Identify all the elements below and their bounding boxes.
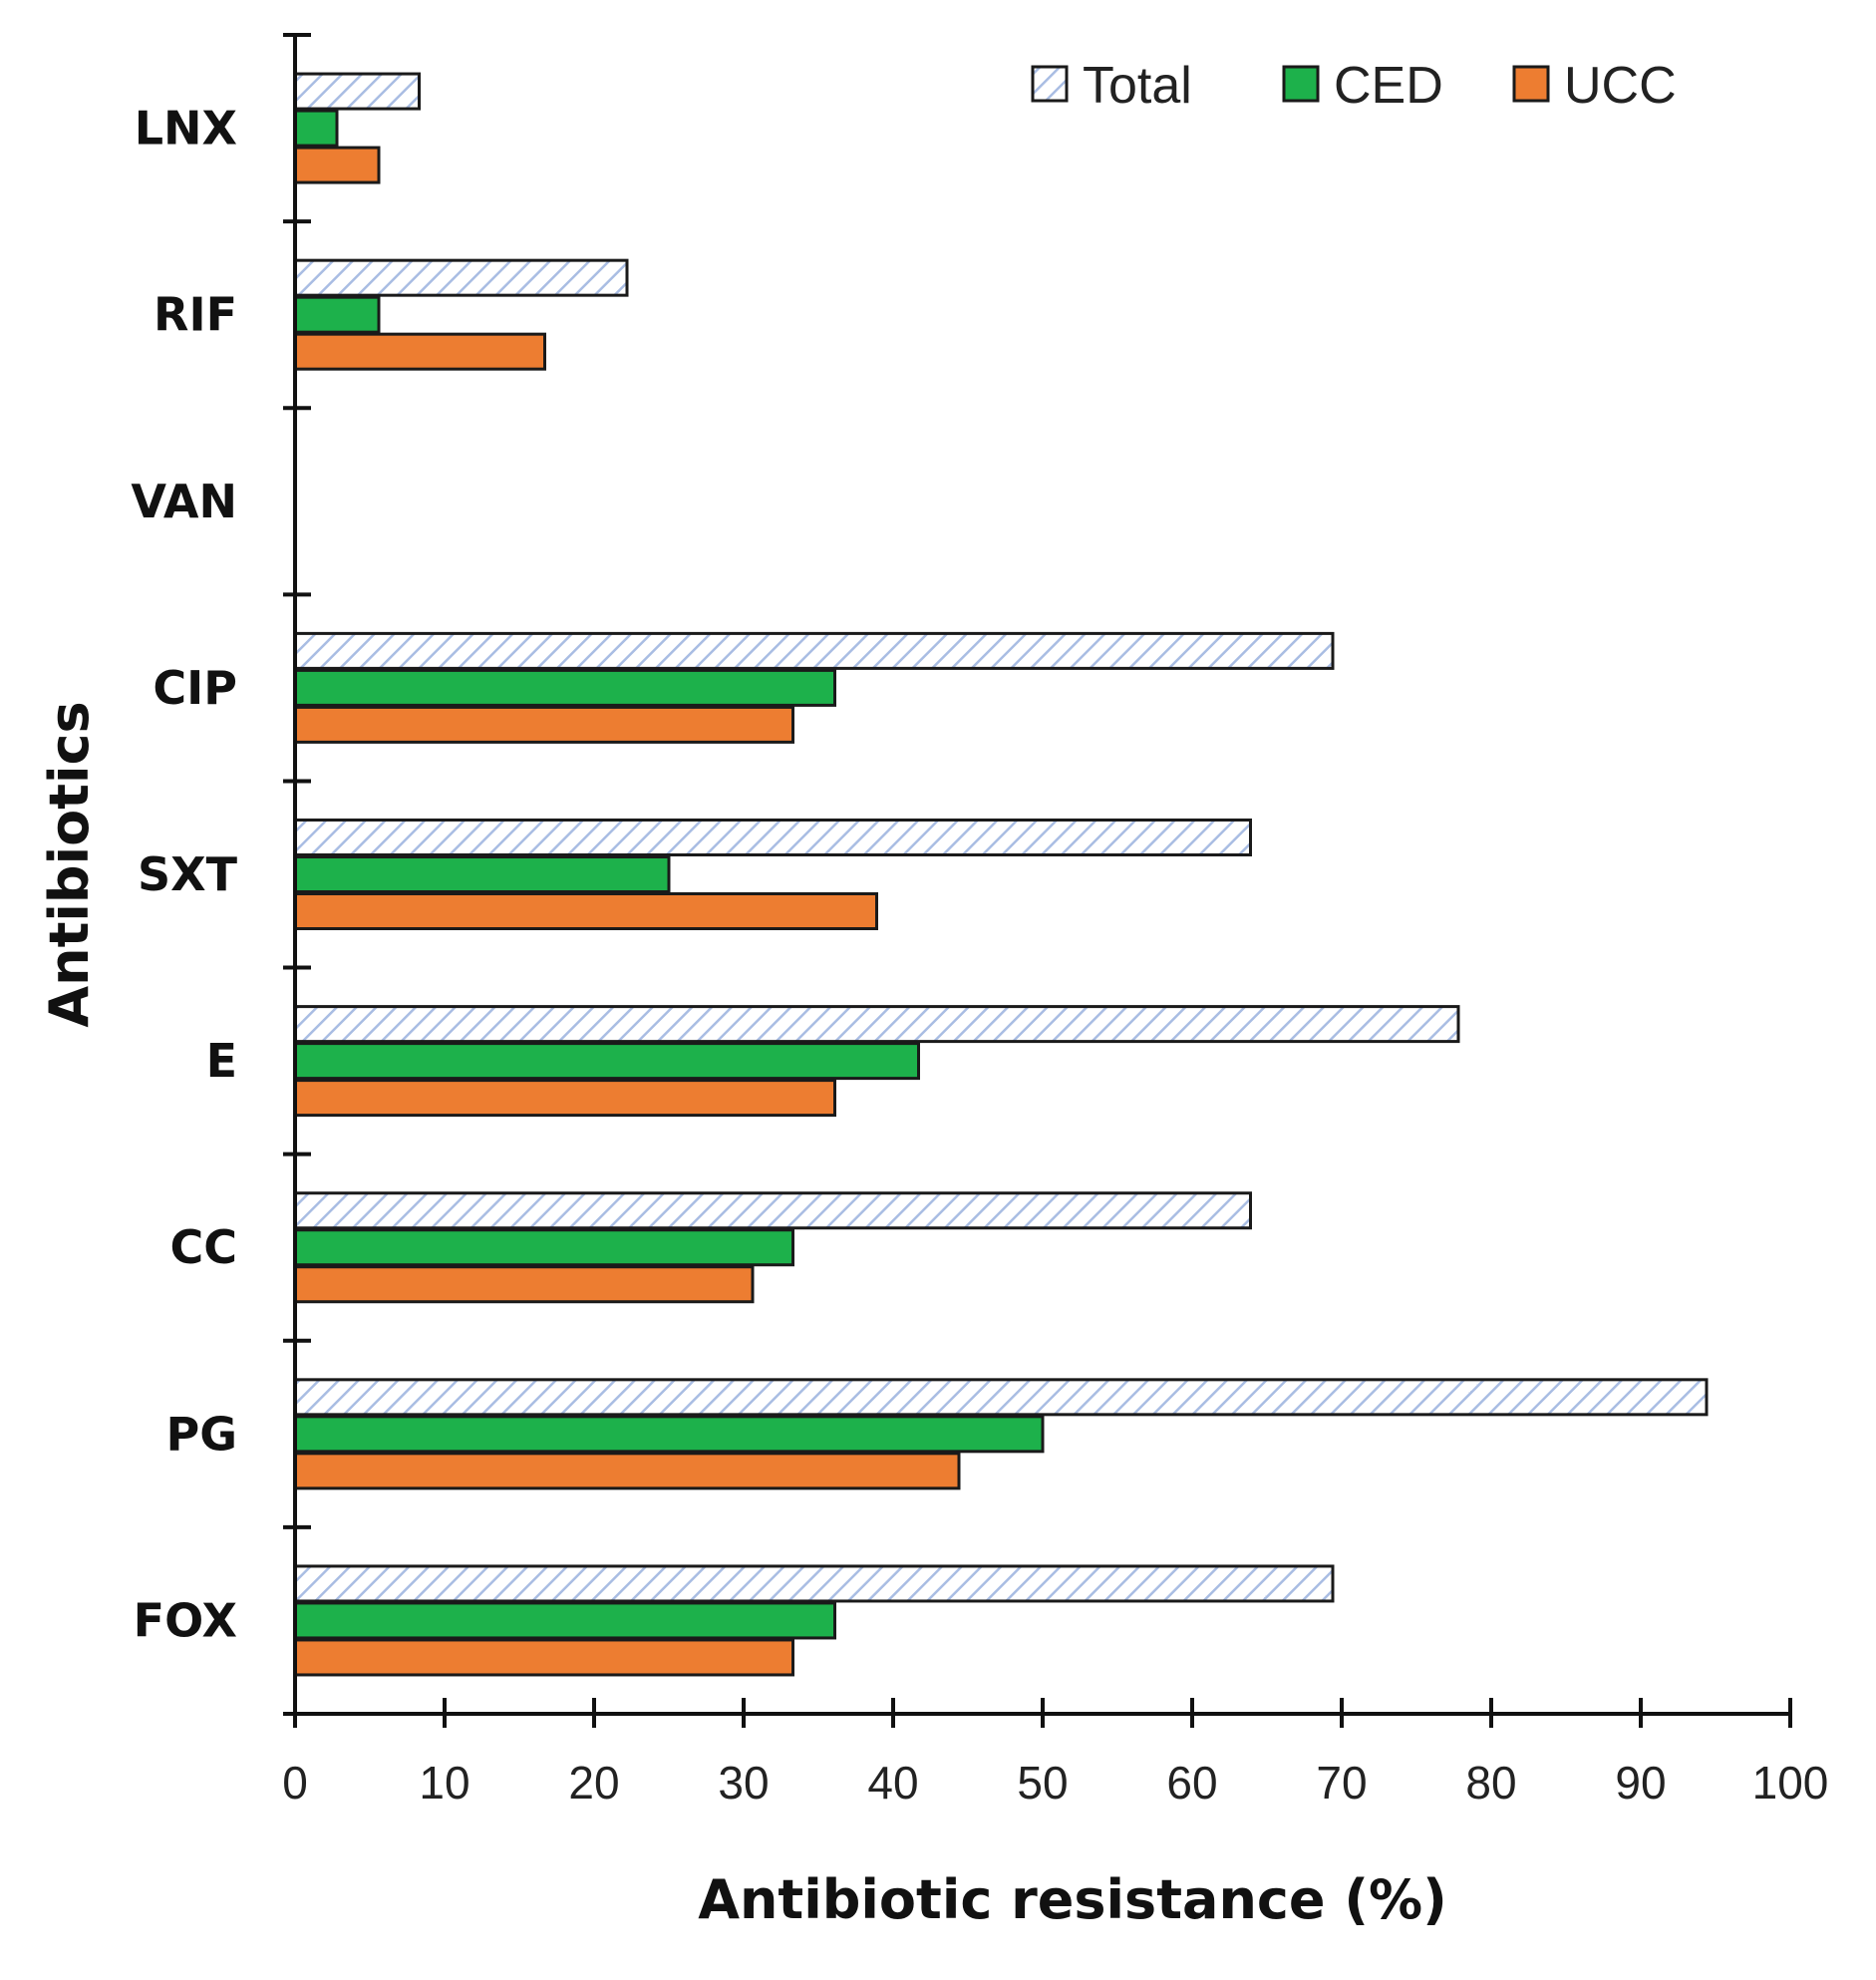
legend-label-ucc: UCC [1564, 57, 1677, 115]
bar-total-lnx [293, 72, 421, 111]
x-tick-label: 80 [1465, 1757, 1516, 1809]
bar-ced-rif [293, 295, 381, 334]
category-label-cip: CIP [153, 661, 237, 715]
bar-ced-cc [293, 1228, 794, 1267]
bar-total-cip [293, 631, 1335, 670]
legend-label-total: Total [1083, 57, 1192, 115]
axes-layer [283, 33, 1792, 1728]
x-tick-label: 10 [419, 1757, 469, 1809]
category-label-cc: CC [169, 1220, 237, 1274]
bar-ucc-lnx [293, 146, 381, 184]
bar-ucc-e [293, 1079, 836, 1118]
x-tick-label: 20 [568, 1757, 619, 1809]
category-label-van: VAN [131, 475, 237, 528]
legend-swatch-ucc [1512, 65, 1550, 103]
labels-layer: LNX RIF VAN CIP SXT E CC PG FOX 0 10 20 30 40 50 60 70 80… [131, 102, 1828, 1809]
x-tick-label: 50 [1017, 1757, 1068, 1809]
category-label-rif: RIF [154, 288, 237, 342]
bar-ucc-cip [293, 705, 794, 744]
legend-swatch-ced [1282, 65, 1320, 103]
category-label-sxt: SXT [138, 847, 238, 901]
bar-ucc-fox [293, 1638, 794, 1677]
x-tick-label: 100 [1752, 1757, 1829, 1809]
bar-total-pg [293, 1378, 1709, 1417]
category-label-fox: FOX [134, 1593, 237, 1647]
x-tick-label: 40 [867, 1757, 918, 1809]
bar-ucc-sxt [293, 892, 878, 930]
bars-layer [293, 72, 1709, 1677]
bar-ced-lnx [293, 109, 339, 148]
bar-total-fox [293, 1564, 1335, 1603]
category-label-pg: PG [166, 1407, 237, 1461]
bar-ced-cip [293, 668, 836, 707]
bar-total-sxt [293, 819, 1252, 856]
legend: Total CED UCC [1031, 57, 1677, 115]
x-tick-label: 0 [282, 1757, 308, 1809]
bar-total-rif [293, 258, 629, 297]
category-label-e: E [206, 1034, 237, 1088]
x-tick-label: 60 [1166, 1757, 1217, 1809]
bar-ced-pg [293, 1415, 1045, 1454]
bar-ucc-rif [293, 332, 546, 371]
x-tick-label: 30 [718, 1757, 769, 1809]
bar-ced-fox [293, 1601, 836, 1640]
bar-total-cc [293, 1191, 1252, 1230]
bar-ucc-cc [293, 1265, 755, 1304]
legend-label-ced: CED [1334, 57, 1443, 115]
x-tick-label: 70 [1316, 1757, 1367, 1809]
category-label-lnx: LNX [135, 102, 237, 156]
legend-swatch-total [1031, 65, 1069, 103]
y-axis-title: Antibiotics [38, 701, 101, 1027]
bar-ucc-pg [293, 1452, 961, 1490]
bar-ced-sxt [293, 855, 671, 893]
bar-ced-e [293, 1042, 920, 1081]
bar-total-e [293, 1005, 1460, 1044]
x-axis-title: Antibiotic resistance (%) [698, 1868, 1447, 1931]
x-tick-label: 90 [1615, 1757, 1666, 1809]
